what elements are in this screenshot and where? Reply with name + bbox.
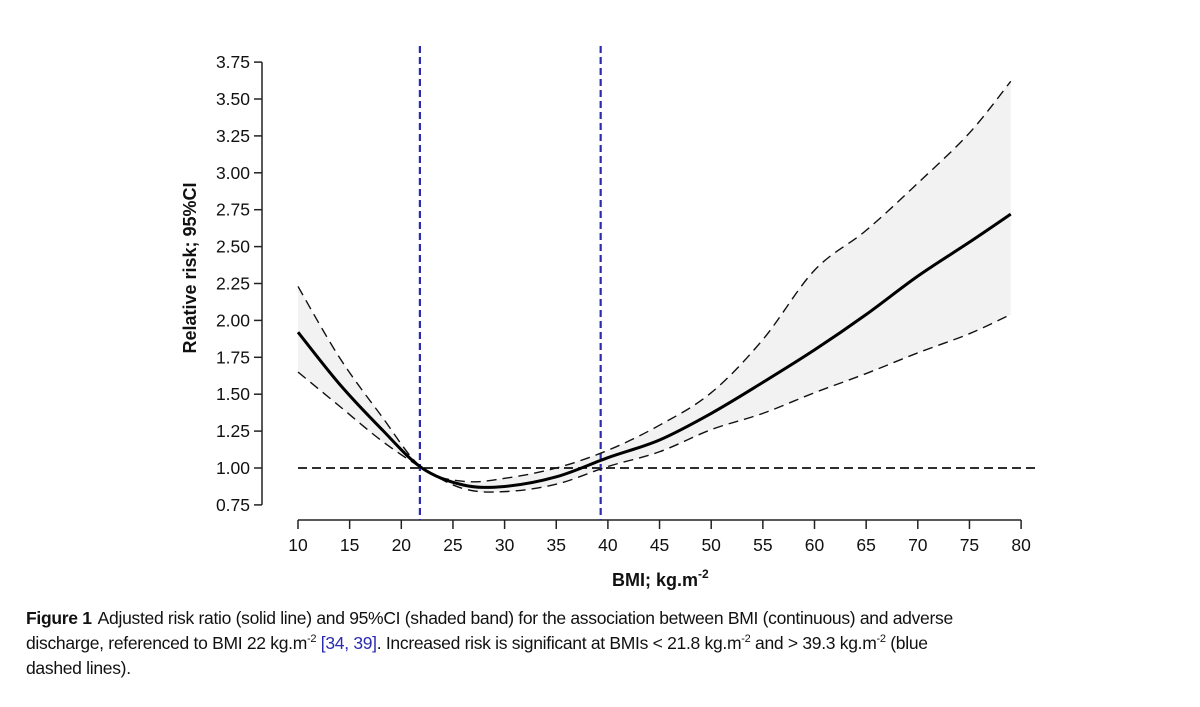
y-tick-label: 3.00 [216, 163, 250, 183]
x-tick-label: 15 [340, 535, 359, 555]
upper-ci-line [297, 80, 1012, 483]
y-tick-label: 3.50 [216, 89, 250, 109]
x-tick-label: 55 [753, 535, 772, 555]
x-tick-label: 75 [960, 535, 979, 555]
y-tick-label: 1.25 [216, 421, 250, 441]
x-tick-label: 45 [650, 535, 669, 555]
x-tick-label: 20 [392, 535, 412, 555]
y-tick-label: 1.00 [216, 458, 250, 478]
x-tick-label: 70 [908, 535, 928, 555]
x-tick-label: 65 [856, 535, 875, 555]
ci-band [298, 81, 1011, 493]
caption-label: Figure 1 [26, 608, 92, 628]
y-tick-label: 2.75 [216, 200, 250, 220]
x-tick-label: 50 [701, 535, 721, 555]
y-tick-label: 2.00 [216, 310, 250, 330]
x-axis-label: BMI; kg.m-2 [612, 567, 709, 590]
x-tick-label: 80 [1011, 535, 1031, 555]
x-tick-label: 60 [805, 535, 825, 555]
figure-caption: Figure 1 Adjusted risk ratio (solid line)… [26, 608, 953, 678]
y-tick-label: 1.75 [216, 347, 250, 367]
chart: 0.75 1.00 1.25 1.50 1.75 2.00 2.25 2.50 2.75 3.00… [180, 46, 1035, 590]
y-tick-label: 3.25 [216, 126, 250, 146]
x-tick-label: 25 [443, 535, 462, 555]
x-tick-label: 10 [288, 535, 308, 555]
y-tick-label: 0.75 [216, 495, 250, 515]
y-tick-label: 1.50 [216, 384, 250, 404]
y-tick-label: 2.25 [216, 274, 250, 294]
lower-ci-line [297, 313, 1012, 493]
y-tick-label: 2.50 [216, 237, 250, 257]
y-tick-label: 3.75 [216, 52, 250, 72]
x-tick-label: 35 [547, 535, 566, 555]
x-tick-label: 40 [598, 535, 618, 555]
risk-ratio-line [296, 212, 1012, 489]
x-tick-label: 30 [495, 535, 515, 555]
y-axis-label: Relative risk; 95%CI [180, 182, 200, 353]
citation-link[interactable]: [34, 39] [320, 633, 377, 653]
